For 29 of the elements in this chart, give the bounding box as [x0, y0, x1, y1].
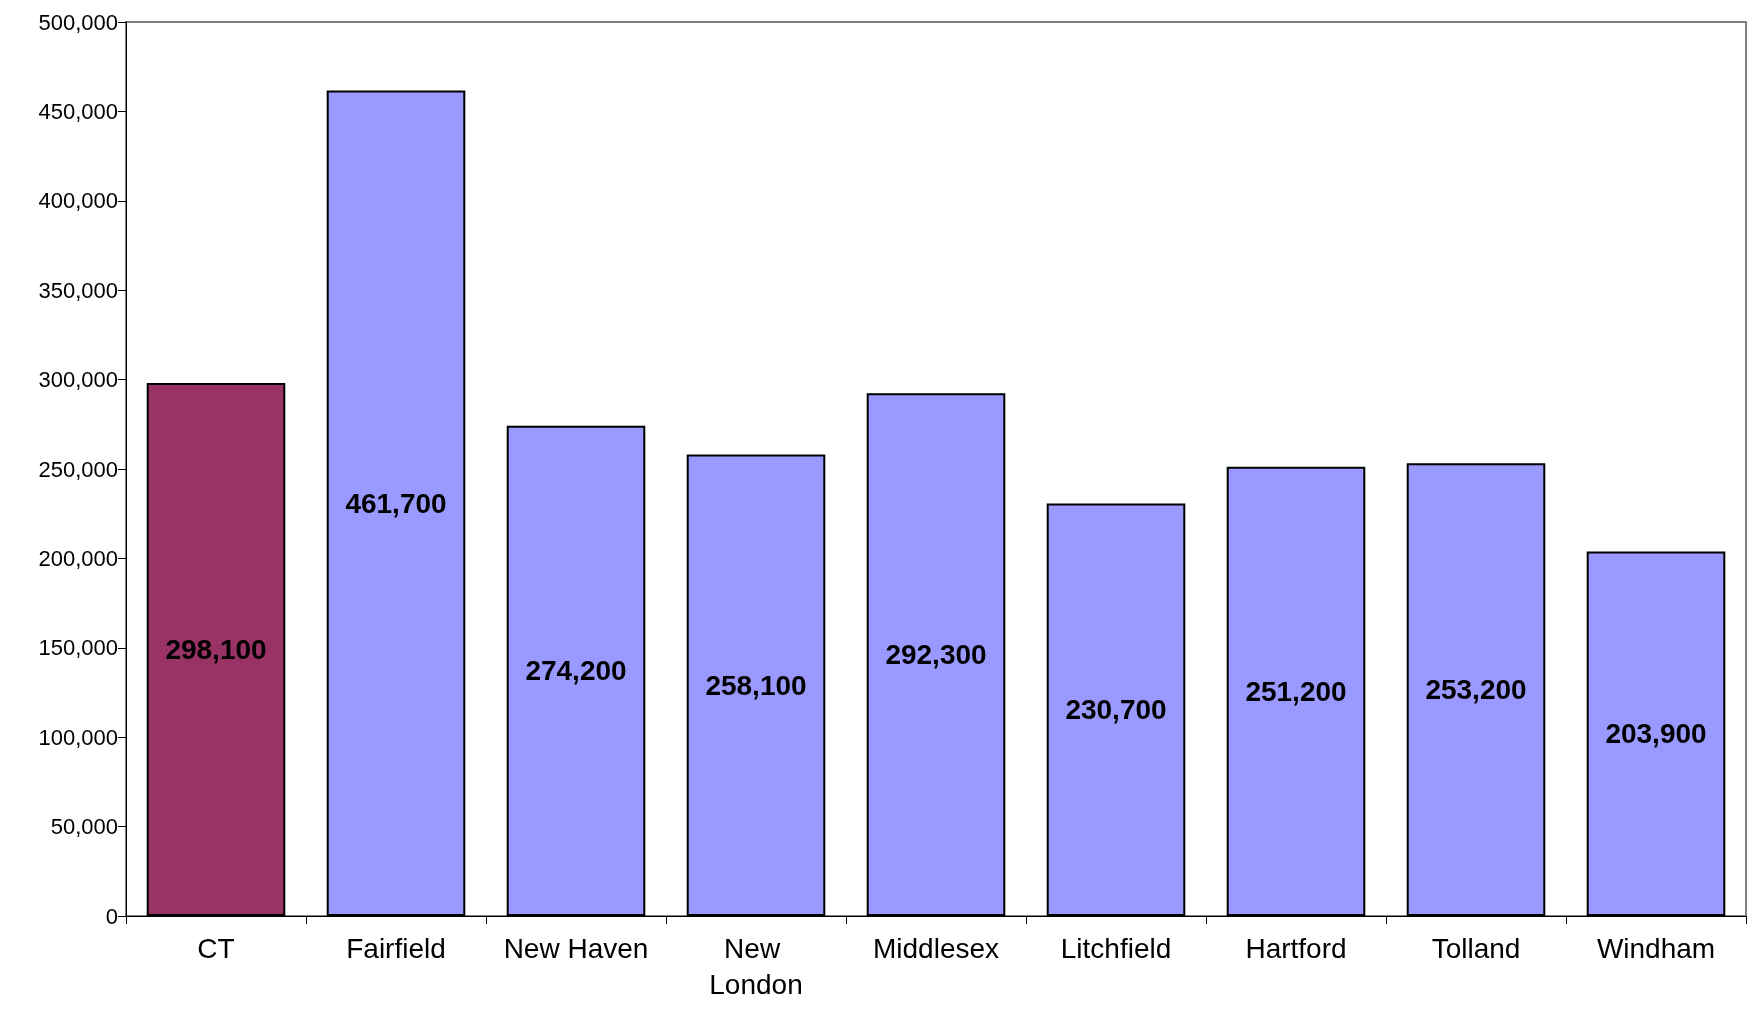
data-label: 274,200	[525, 655, 627, 687]
x-tick-label: Litchfield	[1060, 932, 1172, 964]
y-tick-label: 200,000	[38, 545, 118, 571]
y-tick-label: 150,000	[38, 635, 118, 661]
x-tick-label: Windham	[1596, 932, 1716, 964]
y-tick-label: 300,000	[38, 367, 118, 393]
y-tick-label: 50,000	[50, 814, 118, 840]
data-label: 258,100	[705, 669, 807, 701]
y-tick-label: 250,000	[38, 456, 118, 482]
y-tick-label: 100,000	[38, 724, 118, 750]
data-label: 461,700	[345, 487, 447, 519]
x-tick-label: New London	[709, 932, 803, 1000]
y-tick-label: 0	[105, 903, 118, 929]
data-label: 251,200	[1245, 675, 1347, 707]
data-label: 203,900	[1605, 718, 1707, 750]
x-tick-label: New Haven	[503, 932, 649, 964]
x-tick-label: CT	[197, 932, 235, 964]
y-tick-label: 400,000	[38, 188, 118, 214]
x-tick-label: Fairfield	[346, 932, 446, 964]
data-label: 298,100	[165, 634, 267, 665]
data-label: 230,700	[1065, 694, 1167, 726]
y-tick-label: 350,000	[38, 277, 118, 303]
x-tick-label: Tolland	[1431, 932, 1521, 964]
y-tick-label: 450,000	[38, 98, 118, 124]
y-tick-label: 500,000	[38, 9, 118, 35]
x-tick-label: Hartford	[1245, 932, 1347, 964]
data-label: 292,300	[885, 639, 987, 671]
data-label: 253,200	[1425, 674, 1527, 706]
x-tick-label: Middlesex	[872, 932, 1000, 964]
